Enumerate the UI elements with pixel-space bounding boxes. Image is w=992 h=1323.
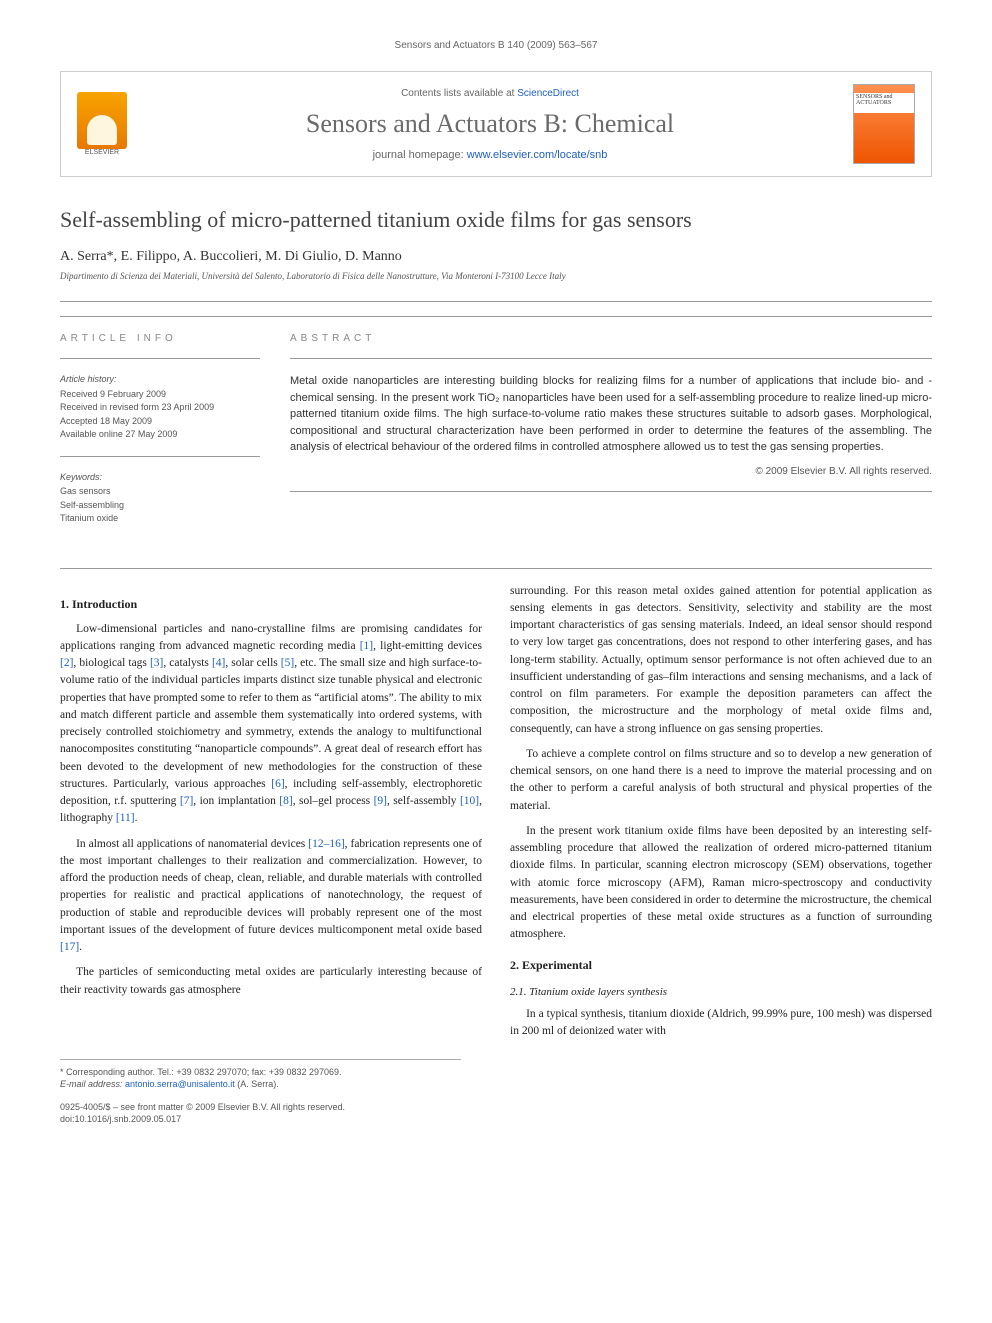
heading-experimental: 2. Experimental [510,956,932,974]
ref-5[interactable]: [5] [281,657,294,669]
homepage-pre: journal homepage: [373,149,467,161]
abstract-text: Metal oxide nanoparticles are interestin… [290,373,932,456]
ref-2[interactable]: [2] [60,657,73,669]
keyword-1: Gas sensors [60,486,111,496]
ref-17[interactable]: [17] [60,941,79,953]
article-history: Article history: Received 9 February 200… [60,373,260,442]
ref-1[interactable]: [1] [360,640,373,652]
email-label: E-mail address: [60,1079,125,1089]
running-header: Sensors and Actuators B 140 (2009) 563–5… [60,40,932,51]
history-heading: Article history: [60,373,260,387]
ref-4[interactable]: [4] [212,657,225,669]
contents-pre: Contents lists available at [401,88,517,99]
elsevier-label: ELSEVIER [77,149,127,156]
ref-11[interactable]: [11] [116,812,135,824]
keywords-heading: Keywords: [60,471,260,485]
journal-homepage-line: journal homepage: www.elsevier.com/locat… [143,149,837,161]
journal-cover-thumbnail: SENSORS and ACTUATORS [853,84,915,164]
doi-line: doi:10.1016/j.snb.2009.05.017 [60,1113,932,1126]
ref-6[interactable]: [6] [271,778,284,790]
heading-2-1: 2.1. Titanium oxide layers synthesis [510,984,932,1001]
corresponding-author-footnote: * Corresponding author. Tel.: +39 0832 2… [60,1059,461,1091]
journal-title: Sensors and Actuators B: Chemical [143,109,837,139]
contents-available-line: Contents lists available at ScienceDirec… [143,88,837,99]
ref-10[interactable]: [10] [460,795,479,807]
corr-author-line: * Corresponding author. Tel.: +39 0832 2… [60,1066,461,1079]
article-title: Self-assembling of micro-patterned titan… [60,207,932,233]
sciencedirect-link[interactable]: ScienceDirect [517,88,579,99]
ref-8[interactable]: [8] [279,795,292,807]
keywords-block: Keywords: Gas sensors Self-assembling Ti… [60,471,260,526]
corr-email-link[interactable]: antonio.serra@unisalento.it [125,1079,235,1089]
heading-introduction: 1. Introduction [60,595,482,613]
issn-copyright-line: 0925-4005/$ – see front matter © 2009 El… [60,1101,932,1114]
abstract-column: ABSTRACT Metal oxide nanoparticles are i… [290,333,932,540]
history-accepted: Accepted 18 May 2009 [60,416,152,426]
article-body: 1. Introduction Low-dimensional particle… [60,583,932,1041]
para-6: In the present work titanium oxide films… [510,823,932,944]
abstract-label: ABSTRACT [290,333,932,344]
keyword-3: Titanium oxide [60,513,118,523]
history-revised: Received in revised form 23 April 2009 [60,402,214,412]
para-5: To achieve a complete control on films s… [510,746,932,815]
history-received: Received 9 February 2009 [60,389,166,399]
history-online: Available online 27 May 2009 [60,429,177,439]
affiliation: Dipartimento di Scienza dei Materiali, U… [60,271,932,281]
email-post: (A. Serra). [235,1079,279,1089]
elsevier-logo: ELSEVIER [77,92,127,156]
article-info-column: ARTICLE INFO Article history: Received 9… [60,333,260,540]
para-3: The particles of semiconducting metal ox… [60,964,482,999]
para-1: Low-dimensional particles and nano-cryst… [60,621,482,828]
ref-12-16[interactable]: [12–16] [308,838,344,850]
para-4: surrounding. For this reason metal oxide… [510,583,932,738]
ref-7[interactable]: [7] [180,795,193,807]
divider [60,568,932,569]
journal-masthead: ELSEVIER Contents lists available at Sci… [60,71,932,177]
footer-meta: 0925-4005/$ – see front matter © 2009 El… [60,1101,932,1126]
ref-9[interactable]: [9] [374,795,387,807]
abstract-copyright: © 2009 Elsevier B.V. All rights reserved… [290,466,932,477]
ref-3[interactable]: [3] [150,657,163,669]
divider [60,301,932,302]
keyword-2: Self-assembling [60,500,124,510]
para-2: In almost all applications of nanomateri… [60,836,482,957]
para-7: In a typical synthesis, titanium dioxide… [510,1006,932,1041]
article-info-label: ARTICLE INFO [60,333,260,344]
journal-homepage-link[interactable]: www.elsevier.com/locate/snb [467,149,608,161]
cover-label: SENSORS and ACTUATORS [854,93,914,113]
author-list: A. Serra*, E. Filippo, A. Buccolieri, M.… [60,249,932,265]
